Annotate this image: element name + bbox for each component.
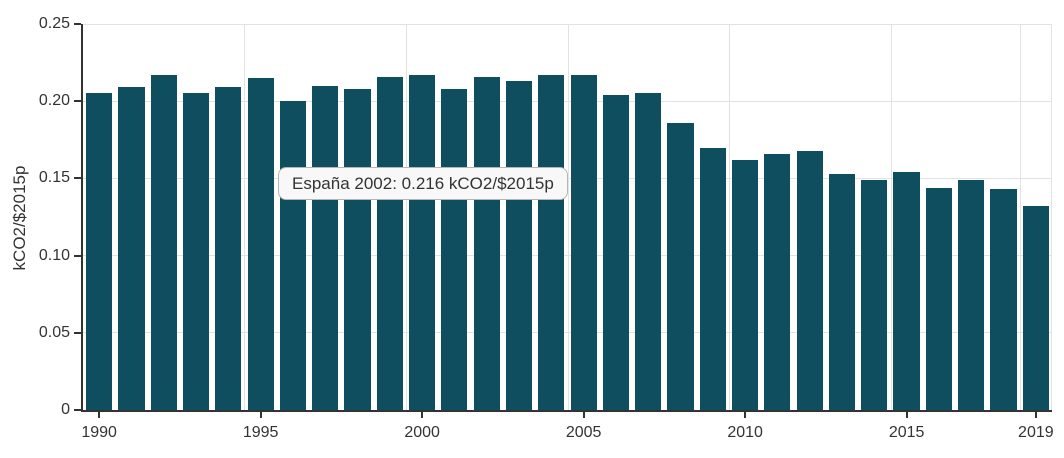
bar-slot — [890, 24, 922, 410]
y-axis-tick — [74, 254, 81, 257]
bar-slot — [148, 24, 180, 410]
bar-slot — [697, 24, 729, 410]
bar-slot — [600, 24, 632, 410]
bar-1994[interactable] — [215, 87, 242, 410]
bar-2000[interactable] — [409, 74, 436, 410]
bar-slot — [858, 24, 890, 410]
bar-2015[interactable] — [893, 172, 920, 410]
x-axis-tick — [905, 412, 908, 418]
x-tick-label: 1990 — [81, 424, 117, 441]
x-tick-label: 2010 — [727, 424, 763, 441]
bar-2019[interactable] — [1022, 206, 1049, 410]
bar-slot — [923, 24, 955, 410]
tooltip-text: España 2002: 0.216 kCO2/$2015p — [292, 174, 554, 193]
x-tick-label: 2019 — [1018, 424, 1054, 441]
bar-1990[interactable] — [86, 93, 113, 410]
bar-2008[interactable] — [667, 122, 694, 410]
bar-2004[interactable] — [538, 74, 565, 410]
bar-slot — [438, 24, 470, 410]
bar-slot — [309, 24, 341, 410]
bar-1992[interactable] — [150, 74, 177, 410]
bar-2009[interactable] — [699, 147, 726, 410]
bar-2003[interactable] — [505, 81, 533, 410]
bar-slot — [664, 24, 696, 410]
x-tick-label: 2015 — [888, 424, 925, 441]
bar-1999[interactable] — [376, 76, 403, 410]
v-gridline — [890, 24, 892, 410]
bar-slot — [761, 24, 793, 410]
v-gridline — [567, 24, 569, 410]
bar-2001[interactable] — [441, 88, 468, 410]
bar-slot — [1020, 24, 1052, 410]
bar-1993[interactable] — [182, 93, 210, 410]
x-tick-label: 1995 — [242, 424, 279, 441]
bar-slot — [244, 24, 276, 410]
bar-2017[interactable] — [958, 179, 985, 410]
bar-slot — [180, 24, 212, 410]
y-tick-label: 0.20 — [38, 92, 70, 110]
tooltip: España 2002: 0.216 kCO2/$2015p — [278, 167, 568, 200]
x-tick-label: 2005 — [565, 424, 602, 441]
x-axis-tick — [98, 412, 101, 418]
bar-1997[interactable] — [312, 85, 339, 410]
y-axis-tick — [74, 23, 81, 25]
bar-slot — [83, 24, 115, 410]
bar-2010[interactable] — [732, 159, 759, 410]
x-axis-tick — [1034, 412, 1037, 418]
bar-slot — [794, 24, 826, 410]
bar-2013[interactable] — [828, 173, 856, 410]
bar-slot — [955, 24, 987, 410]
bar-slot — [729, 24, 761, 410]
bar-slot — [115, 24, 147, 410]
bar-slot — [987, 24, 1019, 410]
x-axis-tick — [421, 412, 424, 418]
bar-2006[interactable] — [602, 95, 629, 410]
x-tick-label: 2000 — [404, 424, 440, 441]
v-gridline — [244, 24, 246, 410]
bar-2016[interactable] — [925, 187, 952, 410]
y-tick-label: 0.15 — [38, 169, 70, 187]
bar-slot — [406, 24, 438, 410]
bar-2012[interactable] — [796, 150, 823, 410]
bar-1996[interactable] — [279, 101, 306, 410]
x-axis-tick — [582, 412, 585, 418]
bar-slot — [567, 24, 599, 410]
y-axis-tick — [74, 100, 81, 103]
y-axis-tick — [74, 331, 81, 334]
bar-slot — [374, 24, 406, 410]
plot-right-border — [1051, 24, 1052, 410]
bar-slot — [341, 24, 373, 410]
plot-area — [81, 23, 1052, 412]
bar-1995[interactable] — [247, 78, 274, 410]
x-axis-tick — [744, 412, 747, 418]
bar-2007[interactable] — [635, 93, 662, 410]
bar-slot — [503, 24, 535, 410]
bar-slot — [471, 24, 503, 410]
bar-2005[interactable] — [570, 74, 597, 410]
bar-2002[interactable] — [473, 76, 500, 410]
bar-1998[interactable] — [344, 88, 371, 410]
bar-slot — [535, 24, 567, 410]
v-gridline — [728, 24, 730, 410]
y-tick-label: 0 — [61, 401, 70, 418]
y-axis-tick — [74, 409, 81, 411]
v-gridline — [405, 24, 407, 410]
bar-1991[interactable] — [118, 87, 145, 410]
x-axis-tick — [259, 412, 262, 418]
y-tick-label: 0.10 — [38, 246, 70, 264]
y-tick-label: 0.05 — [38, 323, 70, 341]
bar-slot — [277, 24, 309, 410]
y-axis-tick — [74, 177, 81, 180]
y-tick-label: 0.25 — [38, 15, 70, 32]
v-gridline — [1019, 24, 1021, 410]
bar-2018[interactable] — [990, 189, 1017, 410]
bar-2011[interactable] — [764, 153, 791, 410]
bar-2014[interactable] — [861, 179, 888, 410]
bar-slot — [212, 24, 244, 410]
bar-slot — [632, 24, 664, 410]
bar-slot — [826, 24, 858, 410]
bars-layer — [83, 24, 1052, 410]
